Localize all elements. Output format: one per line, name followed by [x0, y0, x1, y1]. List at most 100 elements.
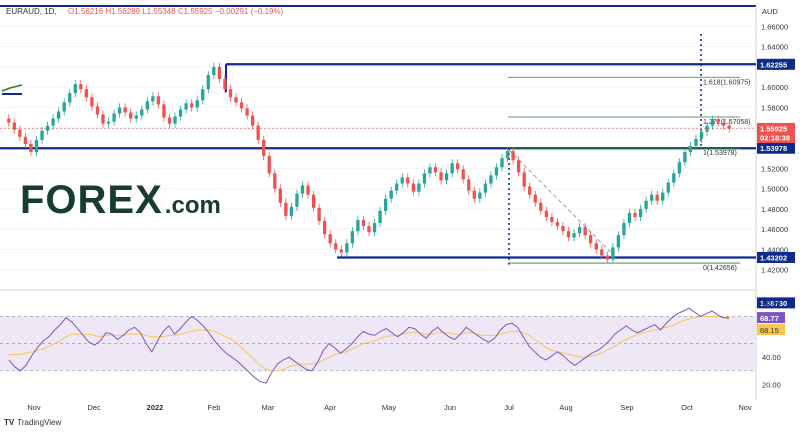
logo-brand: FOREX: [20, 178, 163, 222]
candle-body: [112, 113, 116, 122]
candle-body: [317, 207, 321, 222]
candle-body: [95, 106, 100, 115]
time-tick-label: Sep: [620, 403, 633, 412]
candle-body: [422, 173, 427, 184]
candle-body: [666, 182, 670, 193]
candle-body: [40, 130, 44, 140]
candle-body: [62, 102, 66, 112]
price-tick-label: 1.44000: [761, 245, 788, 254]
candle-body: [467, 179, 471, 191]
price-tick-label: 1.64000: [761, 43, 788, 52]
candle-body: [178, 109, 183, 117]
candle-body: [334, 243, 338, 250]
candle-body: [605, 255, 609, 260]
candle-body: [456, 163, 460, 170]
candle-body: [450, 163, 454, 174]
candle-body: [278, 188, 282, 203]
price-tick-label: 1.48000: [761, 205, 788, 214]
candle-body: [395, 183, 399, 191]
candle-body: [433, 167, 438, 173]
candle-body: [306, 185, 310, 195]
candle-body: [367, 226, 371, 233]
rsi-tick-label: 20.00: [762, 380, 781, 389]
rsi-ma-tag: [757, 324, 785, 336]
candle-body: [167, 117, 172, 124]
level-tag-label: 1.38730: [760, 299, 787, 308]
candle-body: [356, 220, 360, 232]
candle-body: [189, 103, 194, 108]
candle-body: [672, 173, 676, 183]
time-tick-label: Oct: [681, 403, 694, 412]
candle-body: [245, 108, 249, 116]
candle-body: [7, 118, 11, 123]
price-tick-label: 1.66000: [761, 22, 788, 31]
candle-body: [417, 183, 421, 192]
candle-body: [461, 169, 465, 180]
candle-body: [289, 206, 294, 216]
candle-body: [361, 220, 366, 227]
candle-body: [627, 212, 632, 224]
price-tick-label: 1.52000: [761, 164, 788, 173]
level-tag-label: 1.53978: [760, 144, 787, 153]
time-tick-label: Apr: [324, 403, 336, 412]
candle-body: [722, 122, 726, 126]
candle-body: [633, 212, 637, 217]
candle-body: [195, 100, 199, 108]
candle-body: [444, 173, 449, 181]
level-tag-box: [757, 252, 795, 264]
candle-body: [106, 121, 111, 124]
candle-body: [262, 139, 266, 157]
candle-body: [494, 167, 499, 176]
candle-body: [611, 247, 615, 260]
candle-body: [173, 116, 177, 124]
candle-body: [256, 125, 260, 140]
candle-body: [134, 115, 138, 119]
candle-body: [90, 97, 94, 107]
support-resistance-levels: [0, 63, 756, 259]
candle-body: [350, 231, 355, 244]
time-tick-label: May: [382, 403, 396, 412]
candle-body: [45, 125, 50, 131]
tradingview-label: TradingView: [17, 418, 62, 427]
candle-body: [522, 172, 526, 187]
candle-body: [511, 151, 515, 161]
fib-level-label: 1.618(1.60975): [703, 79, 750, 86]
countdown-label: 02:18:38: [760, 133, 790, 142]
candle-body: [145, 101, 149, 110]
candle-body: [544, 210, 549, 217]
time-tick-label: Mar: [262, 403, 275, 412]
candle-body: [383, 198, 388, 211]
candle-body: [372, 223, 377, 233]
level-price-tags: 1.62255 1.53978 1.43202 1.38730 1.5592502:18…: [757, 58, 795, 309]
fib-level-label: 0(1.42656): [703, 265, 737, 272]
candle-body: [483, 183, 488, 193]
candle-body: [478, 192, 482, 199]
candle-body: [151, 96, 155, 102]
candle-body: [489, 175, 493, 184]
candle-body: [428, 167, 432, 174]
ohlc-readout: O1.56216 H1.56289 L1.55348 C1.55925 −0.0…: [68, 7, 284, 16]
candle-body: [710, 119, 715, 126]
tradingview-icon: TV: [4, 418, 15, 427]
candle-body: [73, 84, 77, 94]
fib-level-label: 1.272(1.57058): [703, 119, 750, 126]
time-tick-label: Aug: [559, 403, 572, 412]
candle-body: [533, 194, 537, 203]
candle-body: [683, 152, 687, 163]
candle-body: [123, 107, 127, 113]
candle-body: [516, 160, 521, 173]
partial-trend-mark: [1, 84, 23, 92]
fib-level-label: 1(1.53978): [703, 150, 737, 157]
rsi-ma-line: [8, 315, 730, 372]
candle-body: [323, 221, 327, 235]
price-tick-label: 1.46000: [761, 225, 788, 234]
candle-body: [23, 136, 28, 144]
time-tick-label: Jun: [444, 403, 456, 412]
candle-body: [583, 227, 587, 236]
candle-body: [162, 104, 166, 118]
candle-body: [638, 208, 643, 217]
candle-body: [688, 145, 693, 153]
candle-body: [239, 102, 244, 109]
candle-body: [184, 103, 188, 110]
